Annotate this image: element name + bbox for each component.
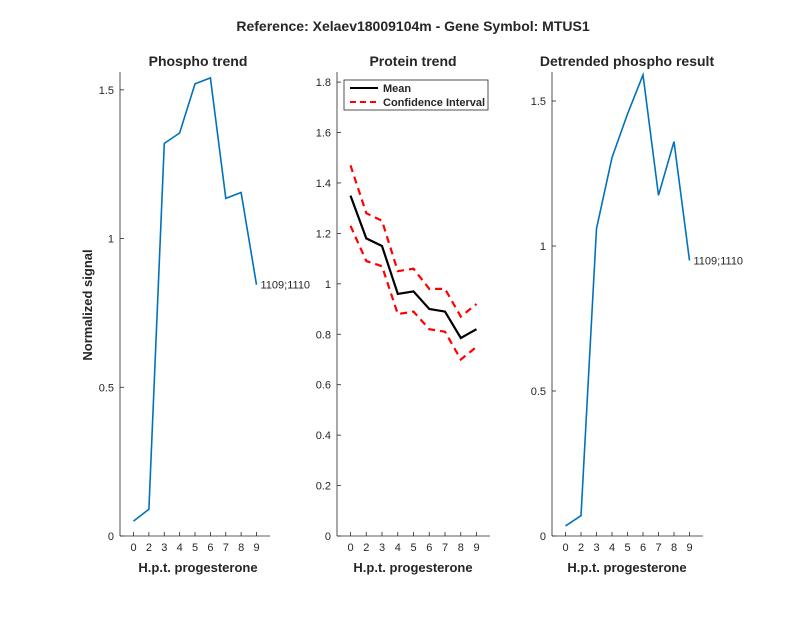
series-line-ci-upper	[349, 164, 478, 319]
x-tick-label: 2	[578, 542, 584, 554]
y-tick-label: 1.4	[316, 178, 331, 190]
panel-title-phospho-trend: Phospho trend	[149, 53, 248, 69]
y-tick-label: 0.5	[99, 382, 114, 394]
x-tick-label: 5	[624, 542, 630, 554]
series-line	[565, 71, 691, 527]
series-line-mean	[349, 195, 478, 340]
legend-label-confidence-interval: Confidence Interval	[383, 97, 485, 109]
y-tick-label: 1	[325, 279, 331, 291]
x-tick-label: 8	[458, 542, 464, 554]
y-tick-label: 0	[540, 531, 546, 543]
panel-title-detrended-phospho-result: Detrended phospho result	[540, 53, 715, 69]
y-tick-label: 1.6	[316, 128, 331, 140]
y-tick-label: 1.5	[99, 85, 114, 97]
y-tick-label: 1.5	[531, 96, 546, 108]
series-line	[133, 76, 258, 522]
y-tick-label: 0.8	[316, 329, 331, 341]
y-tick-label: 0	[325, 531, 331, 543]
y-tick-label: 1.2	[316, 228, 331, 240]
x-tick-label: 8	[238, 542, 244, 554]
y-tick-label: 1	[108, 234, 114, 246]
y-tick-label: 1.8	[316, 77, 331, 89]
x-tick-label: 6	[640, 542, 646, 554]
panel-detrended-phospho-result: Detrended phospho result H.p.t. progeste…	[531, 53, 743, 575]
x-tick-label: 5	[192, 542, 198, 554]
point-annotation: 1109;1110	[694, 256, 744, 268]
panel-phospho-trend: Phospho trend Normalized signal H.p.t. p…	[80, 53, 310, 575]
suptitle: Reference: Xelaev18009104m - Gene Symbol…	[236, 18, 589, 34]
legend-box	[343, 79, 489, 111]
series-line-ci-lower	[349, 225, 478, 362]
x-tick-label: 9	[253, 542, 259, 554]
x-tick-label: 3	[161, 542, 167, 554]
x-tick-label: 0	[347, 542, 353, 554]
x-tick-label: 5	[410, 542, 416, 554]
x-tick-label: 0	[562, 542, 568, 554]
x-axis-label: H.p.t. progesterone	[138, 560, 257, 575]
x-axis-label: H.p.t. progesterone	[567, 560, 686, 575]
x-tick-label: 7	[655, 542, 661, 554]
x-tick-label: 7	[223, 542, 229, 554]
y-tick-label: 0	[108, 531, 114, 543]
y-tick-label: 0.2	[316, 481, 331, 493]
x-tick-label: 6	[207, 542, 213, 554]
y-tick-label: 0.4	[316, 430, 331, 442]
x-axis-label: H.p.t. progesterone	[353, 560, 472, 575]
x-tick-label: 3	[593, 542, 599, 554]
legend-label-mean: Mean	[383, 83, 411, 95]
y-tick-label: 0.6	[316, 380, 331, 392]
y-axis-label: Normalized signal	[80, 249, 95, 360]
x-tick-label: 4	[177, 542, 183, 554]
y-tick-label: 1	[540, 241, 546, 253]
x-tick-label: 2	[146, 542, 152, 554]
legend: Mean Confidence Interval	[343, 79, 489, 111]
x-tick-label: 4	[609, 542, 615, 554]
x-tick-label: 8	[671, 542, 677, 554]
x-tick-label: 9	[473, 542, 479, 554]
panel-title-protein-trend: Protein trend	[369, 53, 456, 69]
x-tick-label: 2	[363, 542, 369, 554]
y-tick-label: 0.5	[531, 386, 546, 398]
x-tick-label: 0	[130, 542, 136, 554]
x-tick-label: 6	[426, 542, 432, 554]
point-annotation: 1109;1110	[261, 280, 311, 292]
x-tick-label: 3	[379, 542, 385, 554]
x-tick-label: 4	[395, 542, 401, 554]
panel-protein-trend: Protein trend H.p.t. progesterone 0 0.2 0.…	[316, 53, 490, 575]
x-tick-label: 9	[686, 542, 692, 554]
x-tick-label: 7	[442, 542, 448, 554]
